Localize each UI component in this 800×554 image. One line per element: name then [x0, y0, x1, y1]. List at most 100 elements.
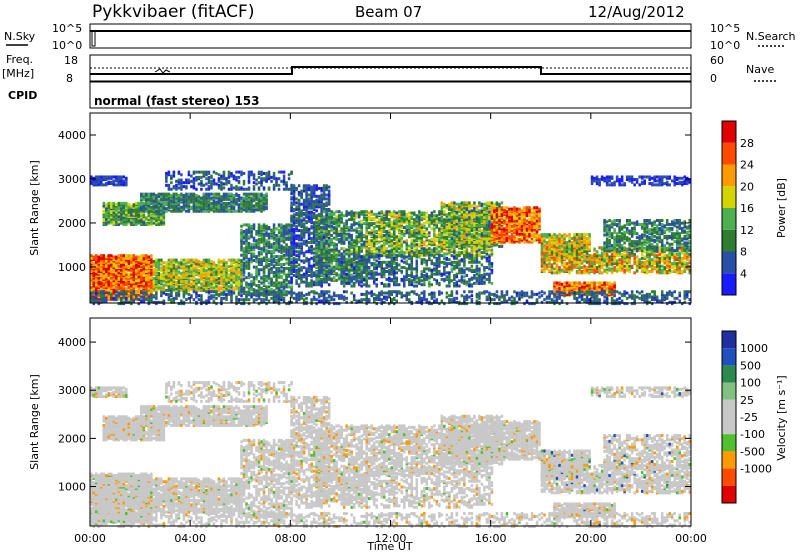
- power-cell: [433, 227, 436, 230]
- power-cell: [375, 225, 378, 228]
- power-cell: [253, 281, 256, 284]
- power-cell: [118, 202, 121, 205]
- power-cell: [330, 234, 333, 237]
- power-cell: [210, 175, 213, 178]
- power-cell: [130, 214, 133, 217]
- power-cell: [345, 233, 348, 236]
- power-cell: [298, 238, 301, 241]
- power-cell: [358, 238, 361, 241]
- power-cell: [313, 232, 316, 235]
- power-cell: [333, 246, 336, 249]
- power-cell: [433, 223, 436, 226]
- power-cell: [278, 241, 281, 244]
- freq-wiggle: [155, 69, 170, 73]
- power-cell: [123, 269, 126, 272]
- power-cell: [125, 182, 128, 185]
- power-cell: [315, 243, 318, 246]
- power-cell: [178, 199, 181, 202]
- power-cell: [290, 281, 293, 284]
- power-cell: [323, 279, 326, 282]
- power-cell: [258, 198, 261, 201]
- power-cell: [263, 172, 266, 175]
- power-cell: [300, 209, 303, 212]
- power-cell: [280, 171, 283, 174]
- power-cell: [245, 276, 248, 279]
- power-cell: [145, 216, 148, 219]
- power-cell: [388, 218, 391, 221]
- power-cell: [343, 247, 346, 250]
- cpid-panel: CPID normal (fast stereo) 153: [8, 82, 691, 108]
- power-cell: [285, 293, 288, 296]
- power-cell: [335, 215, 338, 218]
- power-cell: [303, 240, 306, 243]
- power-cell: [228, 188, 231, 191]
- power-cell: [388, 234, 391, 237]
- power-cell: [340, 235, 343, 238]
- power-cell: [418, 237, 421, 240]
- power-cell: [426, 212, 429, 215]
- power-cell: [218, 208, 221, 211]
- power-cell: [383, 226, 386, 229]
- power-cell: [290, 224, 293, 227]
- power-cell: [218, 173, 221, 176]
- power-cell: [170, 259, 173, 262]
- power-cell: [103, 175, 106, 178]
- power-cell: [365, 218, 368, 221]
- power-cell: [275, 243, 278, 246]
- power-cell: [348, 226, 351, 229]
- power-cell: [253, 223, 256, 226]
- power-cell: [195, 207, 198, 210]
- power-cell: [258, 246, 261, 249]
- noise-right-tick-bottom: 10^0: [710, 39, 740, 52]
- power-cell: [345, 210, 348, 213]
- power-cell: [340, 238, 343, 241]
- power-cell: [228, 202, 231, 205]
- power-cell: [391, 248, 394, 251]
- power-cell: [210, 197, 213, 200]
- power-cell: [208, 259, 211, 262]
- power-cell: [310, 285, 313, 288]
- power-cell: [105, 215, 108, 218]
- power-cell: [300, 229, 303, 232]
- power-cell: [118, 175, 121, 178]
- power-cell: [245, 242, 248, 245]
- power-cell: [323, 203, 326, 206]
- power-cell: [198, 171, 201, 174]
- power-cell: [230, 284, 233, 287]
- power-cell: [240, 237, 243, 240]
- power-cell: [333, 237, 336, 240]
- power-cell: [215, 172, 218, 175]
- power-cell: [330, 238, 333, 241]
- power-cell: [428, 225, 431, 228]
- power-cell: [315, 226, 318, 229]
- power-cell: [170, 175, 173, 178]
- power-cell: [278, 235, 281, 238]
- power-cell: [418, 213, 421, 216]
- power-cell: [325, 219, 328, 222]
- power-cell: [298, 253, 301, 256]
- power-cell: [323, 236, 326, 239]
- power-cell: [98, 175, 101, 178]
- power-cell: [260, 227, 263, 230]
- power-cell: [165, 266, 168, 269]
- power-cell: [188, 173, 191, 176]
- power-cell: [278, 255, 281, 258]
- power-cell: [125, 254, 128, 257]
- power-cell: [210, 193, 213, 196]
- power-cell: [193, 269, 196, 272]
- power-cell: [120, 202, 123, 205]
- power-cell: [233, 289, 236, 292]
- power-cell: [380, 245, 383, 248]
- power-cell: [245, 207, 248, 210]
- power-cell: [413, 223, 416, 226]
- power-cell: [283, 171, 286, 174]
- power-cell: [260, 247, 263, 250]
- power-cell: [165, 172, 168, 175]
- power-cell: [398, 229, 401, 232]
- power-cell: [350, 237, 353, 240]
- power-cell: [158, 272, 161, 275]
- power-cell: [368, 247, 371, 250]
- power-cell: [343, 225, 346, 228]
- power-cell: [270, 255, 273, 258]
- power-cell: [168, 285, 171, 288]
